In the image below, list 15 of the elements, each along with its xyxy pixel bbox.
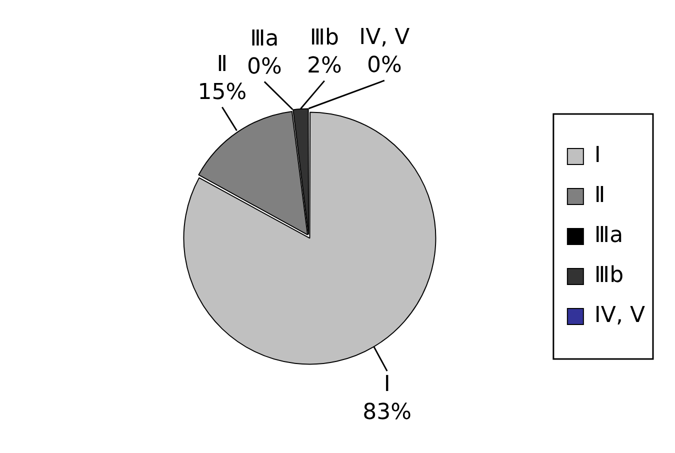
text: 0% [366,53,402,78]
data-label: 2% [306,54,342,79]
text: 0% [246,54,282,80]
category-label: Ⅲa [250,26,279,52]
legend-label: Ⅰ [594,143,601,168]
legend-label: IV, V [594,303,646,328]
legend-label: Ⅲb [594,263,624,288]
slice-label: Ⅱ [216,52,228,77]
legend-label: Ⅱ [594,183,606,208]
category-label: IV, V [359,25,410,50]
slice-label: Ⅲb [310,26,339,51]
data-label: 15% [198,80,247,105]
legend-label: Ⅲa [594,223,624,248]
data-label: 83% [362,400,412,425]
slice-label: Ⅰ [384,372,390,397]
